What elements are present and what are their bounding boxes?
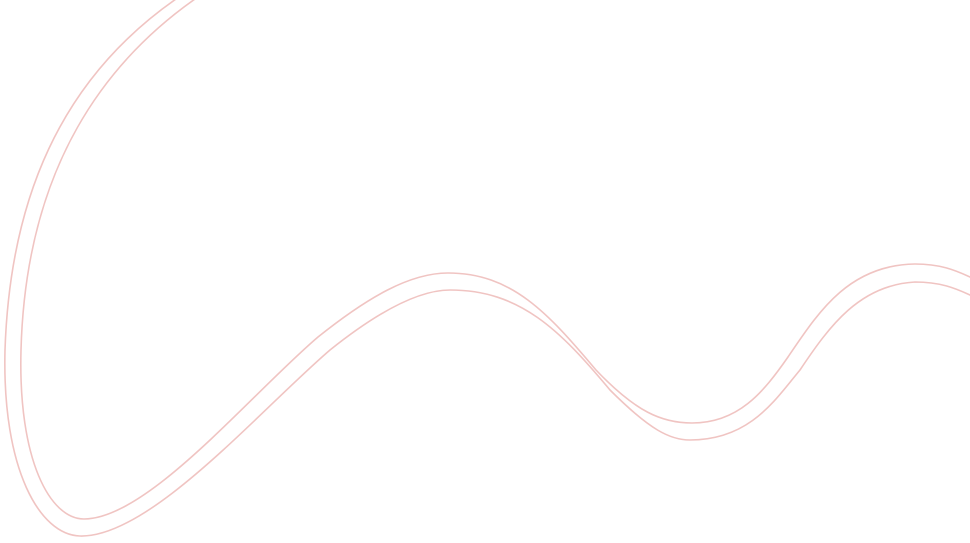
wave-line-inner — [20, 0, 970, 520]
wave-line-outer — [4, 0, 970, 537]
